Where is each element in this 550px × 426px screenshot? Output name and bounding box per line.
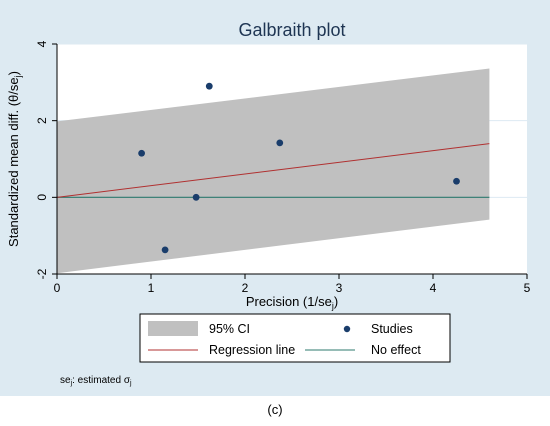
- y-tick-label: -2: [35, 268, 49, 279]
- y-tick-label: 0: [35, 194, 49, 201]
- x-tick-label: 5: [524, 281, 531, 295]
- legend-ci-swatch: [148, 321, 198, 336]
- legend-studies-swatch: [343, 325, 351, 333]
- axis-ticks: 0 1 2 3 4 5 -2 0 2 4: [35, 40, 530, 295]
- legend-studies-label: Studies: [371, 322, 413, 336]
- y-axis-label: Standardized mean diff. (θ/sej): [6, 71, 23, 247]
- x-tick-label: 1: [148, 281, 155, 295]
- x-axis-label: Precision (1/sej): [246, 294, 338, 311]
- study-point: [453, 177, 460, 185]
- x-tick-label: 0: [54, 281, 61, 295]
- figure-caption: (c): [267, 402, 282, 417]
- study-point: [192, 193, 200, 201]
- y-tick-label: 2: [35, 117, 49, 124]
- x-tick-label: 4: [430, 281, 437, 295]
- legend-regression-label: Regression line: [209, 343, 295, 357]
- legend: 95% CI Studies Regression line No effect: [139, 313, 451, 363]
- legend-no-effect-label: No effect: [371, 343, 421, 357]
- chart-title: Galbraith plot: [238, 20, 345, 40]
- study-point: [205, 82, 213, 90]
- legend-ci-label: 95% CI: [209, 322, 250, 336]
- study-point: [138, 149, 146, 157]
- x-tick-label: 3: [336, 281, 343, 295]
- regression-line: [56, 143, 490, 198]
- footnote: sej: estimated σj: [60, 375, 132, 387]
- y-tick-label: 4: [35, 40, 49, 47]
- x-tick-label: 2: [242, 281, 249, 295]
- study-points: [138, 82, 460, 254]
- study-point: [276, 139, 284, 147]
- study-point: [161, 246, 169, 254]
